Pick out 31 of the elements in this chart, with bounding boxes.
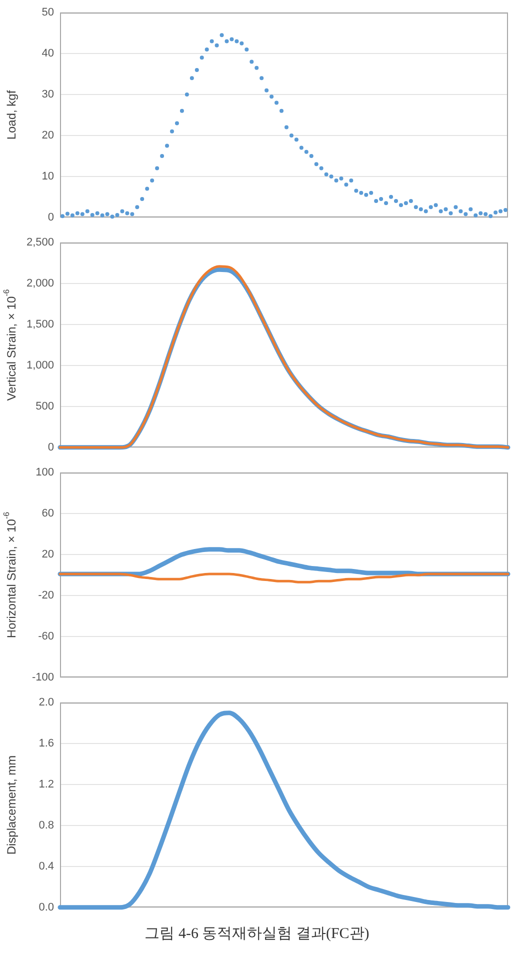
y-axis-title: Load, kgf xyxy=(4,90,18,140)
line-series xyxy=(58,710,510,910)
y-axis-title: Displacement, mm xyxy=(4,755,18,855)
y-tick-label: 500 xyxy=(36,400,54,412)
y-tick-label: -60 xyxy=(38,630,54,642)
caption: 그림 4-6 동적재하실험 결과(FC관) xyxy=(144,925,370,943)
y-tick-label: 60 xyxy=(42,508,54,520)
y-tick-label: 20 xyxy=(42,130,54,142)
y-tick-label: 0.4 xyxy=(38,860,54,872)
y-tick-label: 1,000 xyxy=(26,360,54,372)
y-tick-label: -20 xyxy=(38,590,54,602)
line-series xyxy=(58,572,510,584)
y-tick-label: 20 xyxy=(42,548,54,561)
y-tick-label: 100 xyxy=(36,466,54,479)
y-tick-label: 1.2 xyxy=(38,778,54,791)
y-tick-label: 30 xyxy=(42,88,54,101)
y-tick-label: 0.8 xyxy=(38,820,54,832)
y-tick-label: 1.6 xyxy=(38,738,54,750)
y-tick-label: 2,000 xyxy=(26,278,54,290)
y-tick-label: 0.0 xyxy=(38,901,54,914)
y-tick-label: 0 xyxy=(48,441,54,454)
y-tick-label: 50 xyxy=(42,6,54,19)
y-tick-label: 2,500 xyxy=(26,236,54,249)
y-tick-label: 2.0 xyxy=(38,696,54,709)
y-tick-label: 1,500 xyxy=(26,318,54,331)
y-tick-label: 0 xyxy=(48,211,54,224)
y-tick-label: 10 xyxy=(42,170,54,182)
y-tick-label: 40 xyxy=(42,48,54,60)
y-tick-label: -100 xyxy=(32,671,54,684)
y-axis-title: Vertical Strain, × 10-6 xyxy=(2,288,18,401)
y-axis-title: Horizontal Strain, × 10-6 xyxy=(2,511,18,638)
